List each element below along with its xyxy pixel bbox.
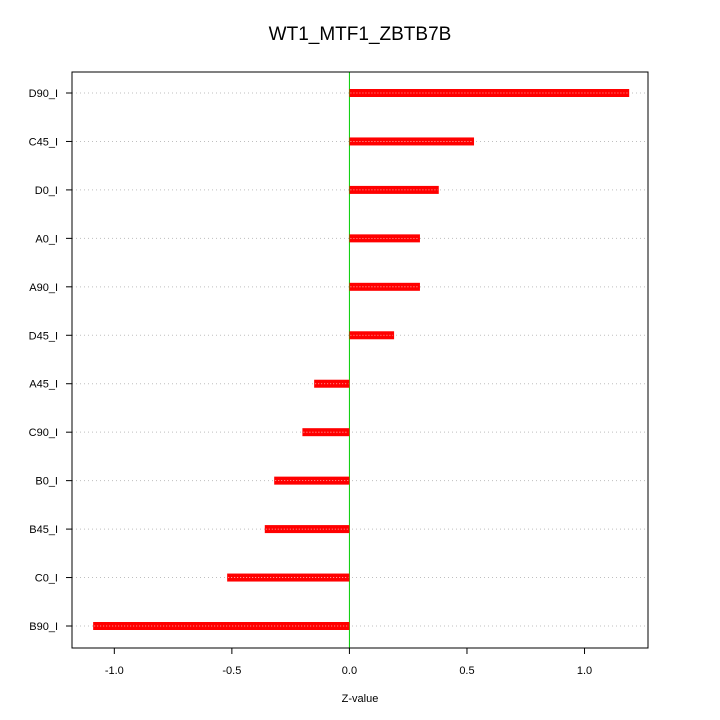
y-tick-label: A45_I: [29, 379, 58, 391]
bar-a0-i: [349, 234, 420, 243]
y-tick-label: B45_I: [29, 524, 58, 536]
bar-b90-i: [93, 622, 350, 630]
y-tick-label: D90_I: [29, 88, 58, 100]
y-tick-label: A0_I: [35, 233, 58, 245]
y-tick-label: D45_I: [29, 330, 58, 342]
y-tick-label: B0_I: [35, 476, 58, 488]
chart-title: WT1_MTF1_ZBTB7B: [269, 24, 452, 45]
y-tick-label: B90_I: [29, 621, 58, 633]
x-tick-label: -0.5: [222, 665, 241, 677]
bar-a90-i: [349, 282, 420, 291]
y-tick-label: D0_I: [35, 185, 58, 197]
x-tick-label: 0.0: [342, 665, 357, 677]
plot-frame: [71, 71, 649, 649]
y-tick-label: A90_I: [29, 282, 58, 294]
bars: [93, 89, 630, 630]
bar-c45-i: [349, 137, 475, 146]
y-tick-label: C0_I: [35, 573, 58, 585]
x-tick-label: -1.0: [105, 665, 124, 677]
y-tick-label: C45_I: [29, 136, 58, 148]
y-tick-label: C90_I: [29, 427, 58, 439]
bar-d0-i: [349, 185, 439, 194]
x-tick-label: 1.0: [577, 665, 592, 677]
grid-lines: [72, 92, 648, 627]
x-tick-label: 0.5: [459, 665, 474, 677]
x-axis-label: Z-value: [342, 693, 379, 705]
y-axis: B90_I C0_I B45_I B0_I C90_I A45_I D45_I A90_I A0…: [29, 88, 72, 633]
bar-c90-i: [302, 428, 350, 437]
x-axis: -1.0 -0.5 0.0 0.5 1.0: [105, 648, 592, 677]
bar-a45-i: [314, 379, 350, 388]
bar-b45-i: [264, 525, 350, 534]
